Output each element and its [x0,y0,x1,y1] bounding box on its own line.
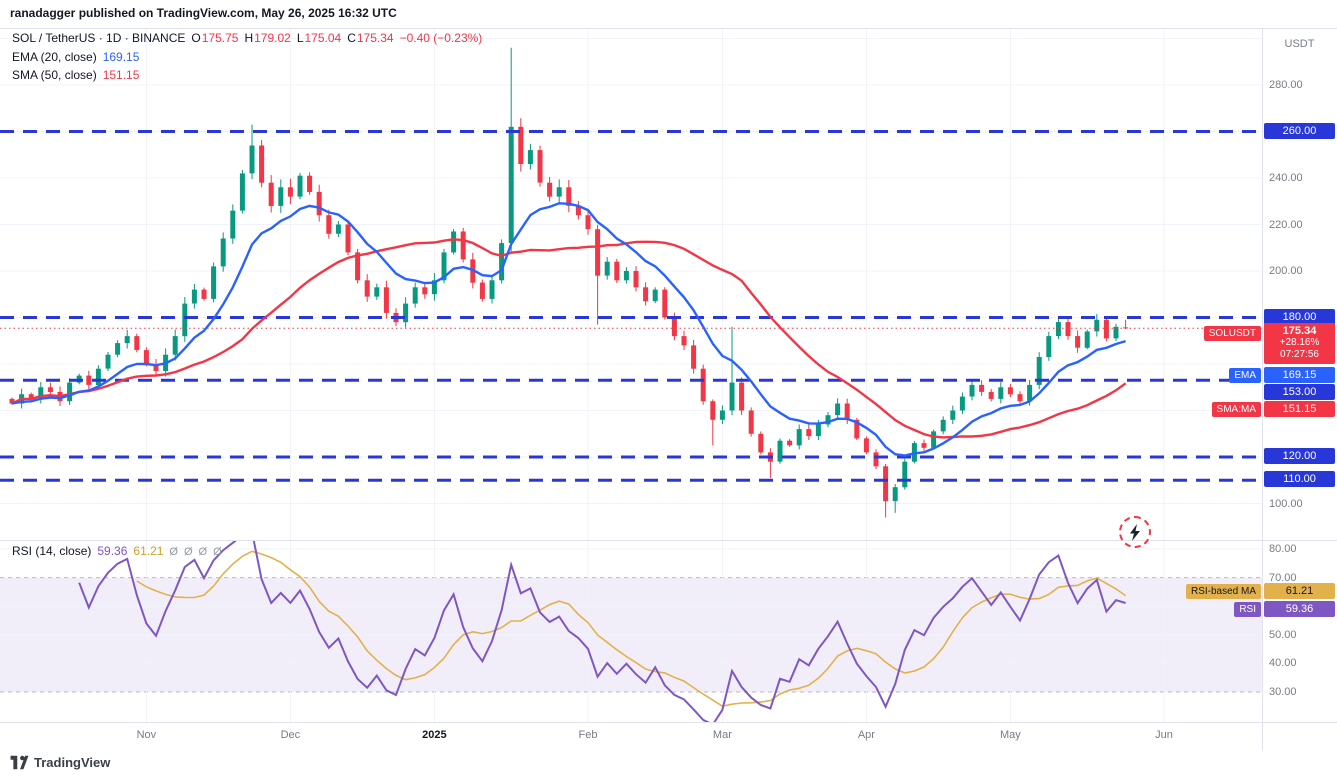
time-axis-label: Apr [857,729,875,741]
pane-separator[interactable] [0,540,1337,541]
hidden-plot-icon: Ø [183,546,193,558]
ema-legend-row[interactable]: EMA (20, close) 169.15 [12,50,139,64]
rsi-ma-axis-badge: 61.21 [1264,583,1335,599]
lightning-bolt-icon [1130,523,1140,541]
ema-value: 169.15 [102,50,140,64]
time-axis-label: Mar [712,729,732,741]
high-label: H [244,31,254,45]
price-level-badge: 180.00 [1264,308,1335,325]
change-value: −0.40 (−0.23%) [399,31,483,45]
low-pair: L 175.04 [297,31,341,45]
price-axis-tick: 240.00 [1269,172,1303,184]
time-axis-label: May [1000,729,1021,741]
rsi-axis-badge: 59.36 [1264,601,1335,617]
symbol-title: SOL / TetherUS · 1D · BINANCE [12,31,186,45]
hidden-plot-icon: Ø [198,546,208,558]
time-axis-label: 2025 [422,729,447,741]
time-axis-label: Feb [578,729,598,741]
price-level-badge: 110.00 [1264,471,1335,488]
open-value: 175.75 [201,31,239,45]
sma-axis-badge: 151.15 [1264,401,1335,417]
close-pair: C 175.34 [347,31,393,45]
ema-axis-badge: 169.15 [1264,367,1335,383]
rsi-ma-value: 61.21 [133,544,164,558]
ema-label: EMA (20, close) [12,50,97,64]
time-axis-label: Nov [136,729,157,741]
time-axis-label: Jun [1155,729,1173,741]
sma-value: 151.15 [102,68,140,82]
high-pair: H 179.02 [244,31,290,45]
high-value: 179.02 [254,31,291,45]
hidden-plot-icon: Ø [213,546,222,558]
rsi-value: 59.36 [97,544,128,558]
symbol-badge-price: 175.34 [1282,325,1317,337]
low-label: L [296,31,304,45]
rsi-axis-tick: 30.00 [1269,686,1297,698]
close-value: 175.34 [356,31,394,45]
rsi-axis-tick: 40.00 [1269,657,1297,670]
low-value: 175.04 [304,31,342,45]
price-chart-canvas[interactable] [0,28,1262,540]
price-level-badge: 153.00 [1264,384,1335,400]
currency-toggle[interactable]: USDT [1284,38,1315,50]
rsi-axis-tick: 80.00 [1269,543,1297,555]
symbol-badge-countdown: 07:27:56 [1280,349,1319,360]
flash-icon[interactable] [1119,516,1151,548]
hidden-plot-icon: Ø [169,546,178,558]
sma-legend-row[interactable]: SMA (50, close) 151.15 [12,68,139,82]
tradingview-logo-icon [10,755,29,770]
chart-top-border [0,28,1337,29]
price-axis-tick: 100.00 [1269,497,1303,510]
price-axis-tick: 280.00 [1269,79,1303,91]
rsi-axis-tick: 50.00 [1269,628,1297,641]
price-axis-tick: 220.00 [1269,218,1303,231]
open-label: O [191,31,201,45]
time-axis[interactable]: Nov Dec 2025 Feb Mar Apr May Jun [0,722,1337,750]
sma-label: SMA (50, close) [12,68,97,82]
symbol-badge-change: +28.16% [1279,337,1320,348]
time-axis-label: Dec [280,729,301,741]
price-level-badge: 260.00 [1264,122,1335,139]
rsi-legend-row[interactable]: RSI (14, close) 59.36 61.21 Ø Ø Ø Ø [12,544,222,558]
rsi-chart-canvas[interactable] [0,540,1262,722]
rsi-axis-tick: 60.00 [1269,600,1297,613]
close-label: C [347,31,356,45]
rsi-label: RSI (14, close) [12,544,92,558]
price-axis-tick: 200.00 [1269,265,1303,277]
footer-logo[interactable]: TradingView [10,755,110,770]
published-header: ranadagger published on TradingView.com,… [10,6,397,20]
open-pair: O 175.75 [191,31,238,45]
footer-brand: TradingView [34,755,111,770]
rsi-axis-tick: 70.00 [1269,571,1297,584]
time-axis-border [0,722,1337,723]
price-level-badge: 120.00 [1264,448,1335,464]
symbol-price-badge: 175.34 +28.16% 07:27:56 [1264,323,1335,364]
price-scale-border[interactable] [1262,28,1263,750]
